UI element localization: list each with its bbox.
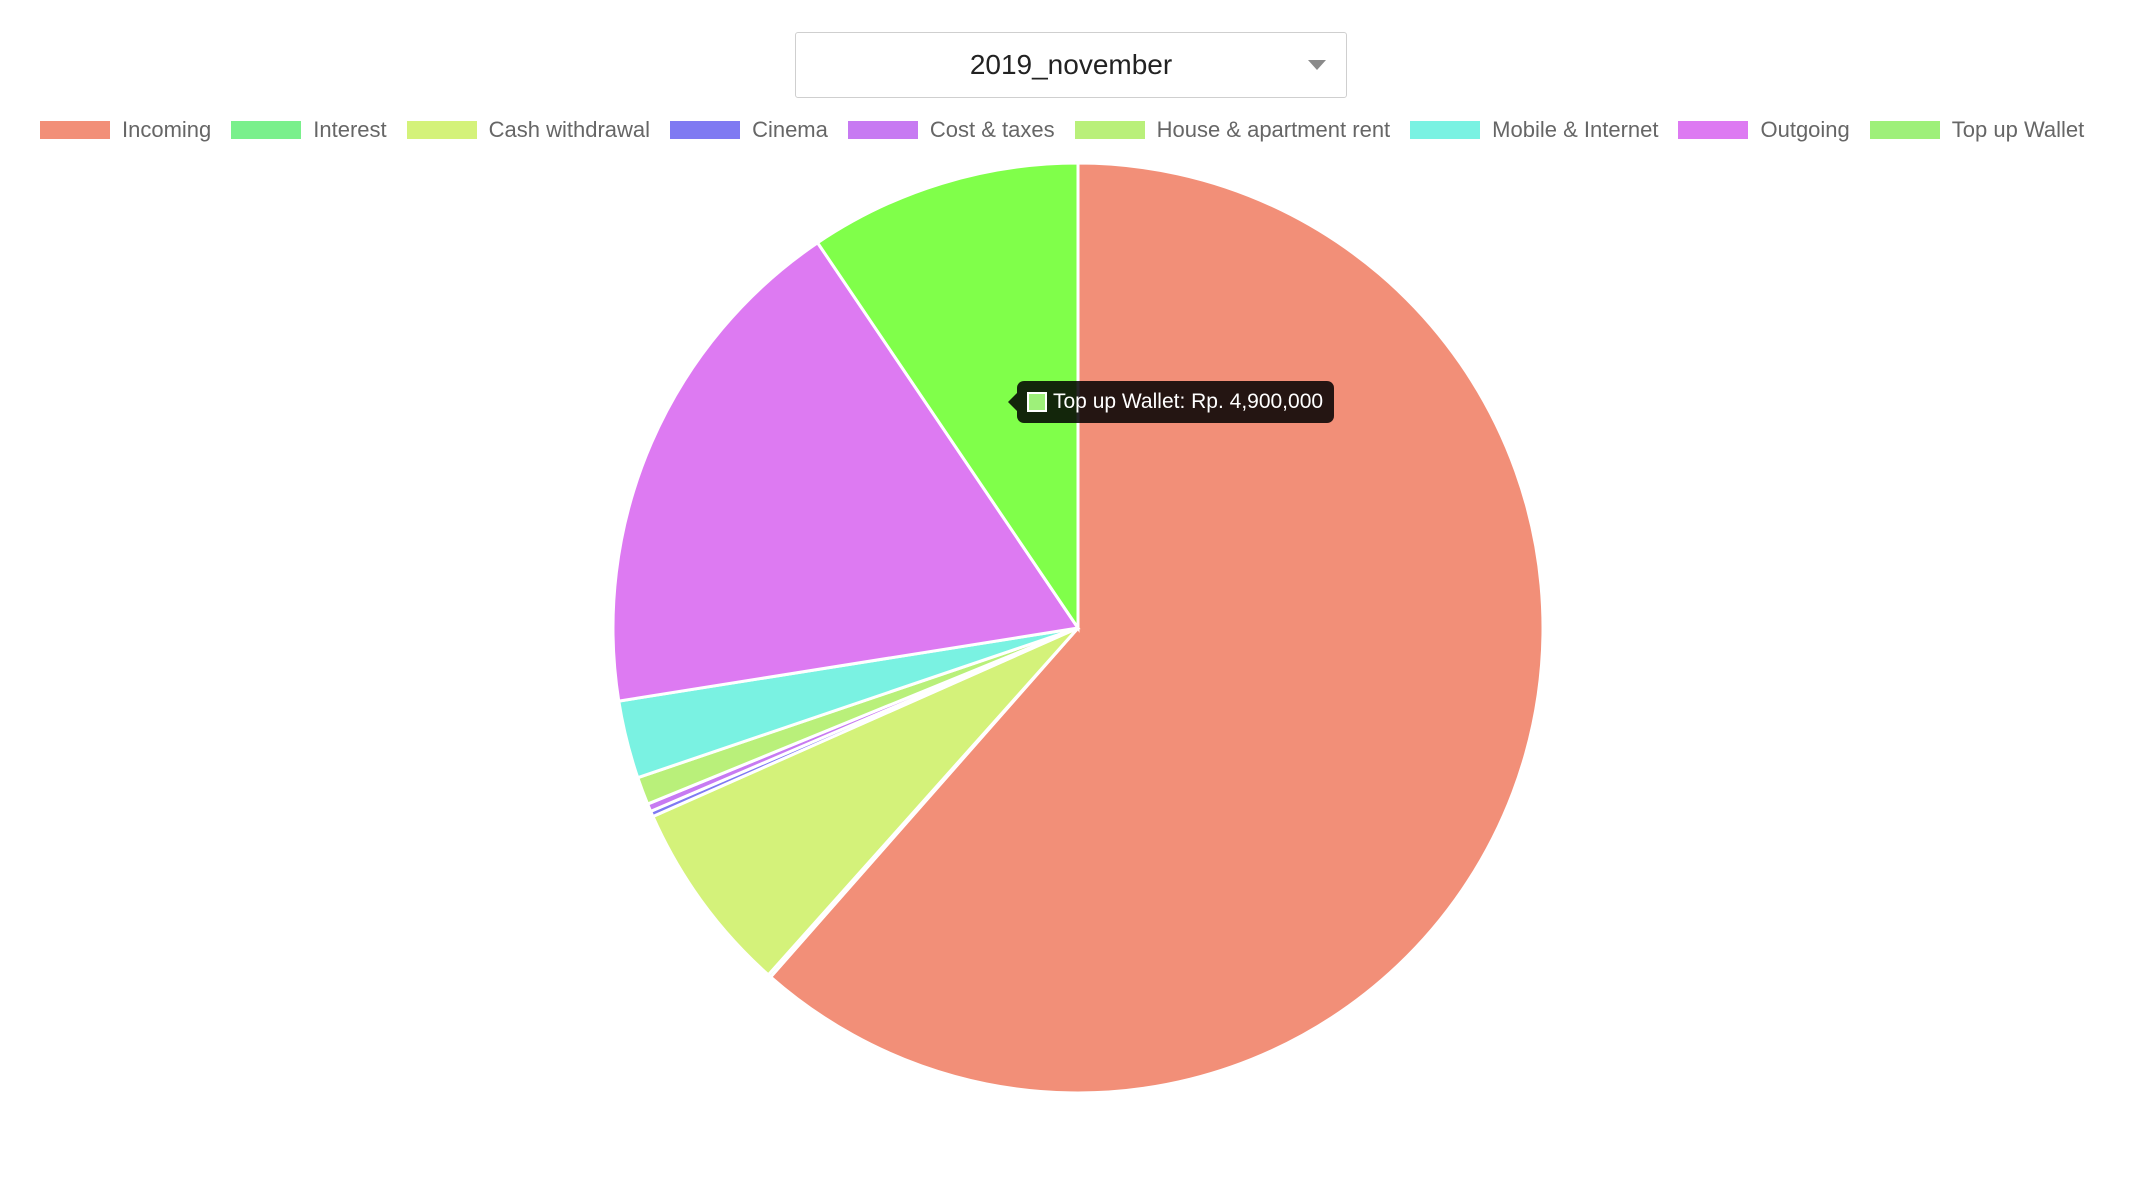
legend-item[interactable]: Top up Wallet bbox=[1869, 117, 2085, 143]
month-selector[interactable]: 2019_november bbox=[795, 32, 1347, 98]
legend-item[interactable]: Cost & taxes bbox=[847, 117, 1055, 143]
tooltip-text: Top up Wallet: Rp. 4,900,000 bbox=[1053, 390, 1324, 413]
legend-swatch bbox=[847, 121, 918, 139]
legend-label: Cinema bbox=[752, 117, 828, 142]
legend-swatch bbox=[231, 121, 302, 139]
legend-label: Cash withdrawal bbox=[488, 117, 651, 142]
tooltip-color-swatch bbox=[1027, 392, 1047, 412]
legend-label: House & apartment rent bbox=[1156, 117, 1391, 142]
legend-swatch bbox=[40, 121, 110, 139]
legend-label: Outgoing bbox=[1760, 117, 1850, 142]
pie-slice-incoming[interactable] bbox=[768, 161, 1545, 1095]
legend-swatch bbox=[1410, 121, 1481, 139]
legend-swatch bbox=[1074, 121, 1145, 139]
legend-item[interactable]: Mobile & Internet bbox=[1410, 117, 1658, 143]
legend-item[interactable]: Outgoing bbox=[1678, 117, 1850, 143]
legend-label: Incoming bbox=[122, 117, 212, 142]
legend-label: Interest bbox=[313, 117, 387, 142]
legend-item[interactable]: Interest bbox=[231, 117, 387, 143]
legend-label: Mobile & Internet bbox=[1492, 117, 1659, 142]
pie-slice-outgoing[interactable] bbox=[611, 240, 1081, 703]
legend-item[interactable]: Cash withdrawal bbox=[406, 117, 651, 143]
chart-tooltip: Top up Wallet: Rp. 4,900,000 bbox=[1008, 381, 1335, 423]
pie-slice-top-up-wallet[interactable] bbox=[815, 161, 1080, 633]
legend-label: Cost & taxes bbox=[929, 117, 1055, 142]
month-selector-value: 2019_november bbox=[969, 49, 1173, 80]
legend-label: Top up Wallet bbox=[1951, 117, 2085, 142]
legend-swatch bbox=[670, 121, 741, 139]
legend-item[interactable]: Incoming bbox=[40, 117, 211, 143]
chevron-down-icon[interactable] bbox=[1308, 60, 1326, 70]
legend-item[interactable]: Cinema bbox=[670, 117, 828, 143]
legend-swatch bbox=[1869, 121, 1940, 139]
pie-slice-cash-withdrawal[interactable] bbox=[650, 626, 1080, 978]
legend-swatch bbox=[1678, 121, 1749, 139]
tooltip-caret bbox=[1008, 393, 1017, 411]
chart-legend: Incoming Interest Cash withdrawal Cinema Cos… bbox=[40, 112, 2140, 148]
legend-swatch bbox=[406, 121, 477, 139]
legend-item[interactable]: House & apartment rent bbox=[1074, 117, 1391, 143]
